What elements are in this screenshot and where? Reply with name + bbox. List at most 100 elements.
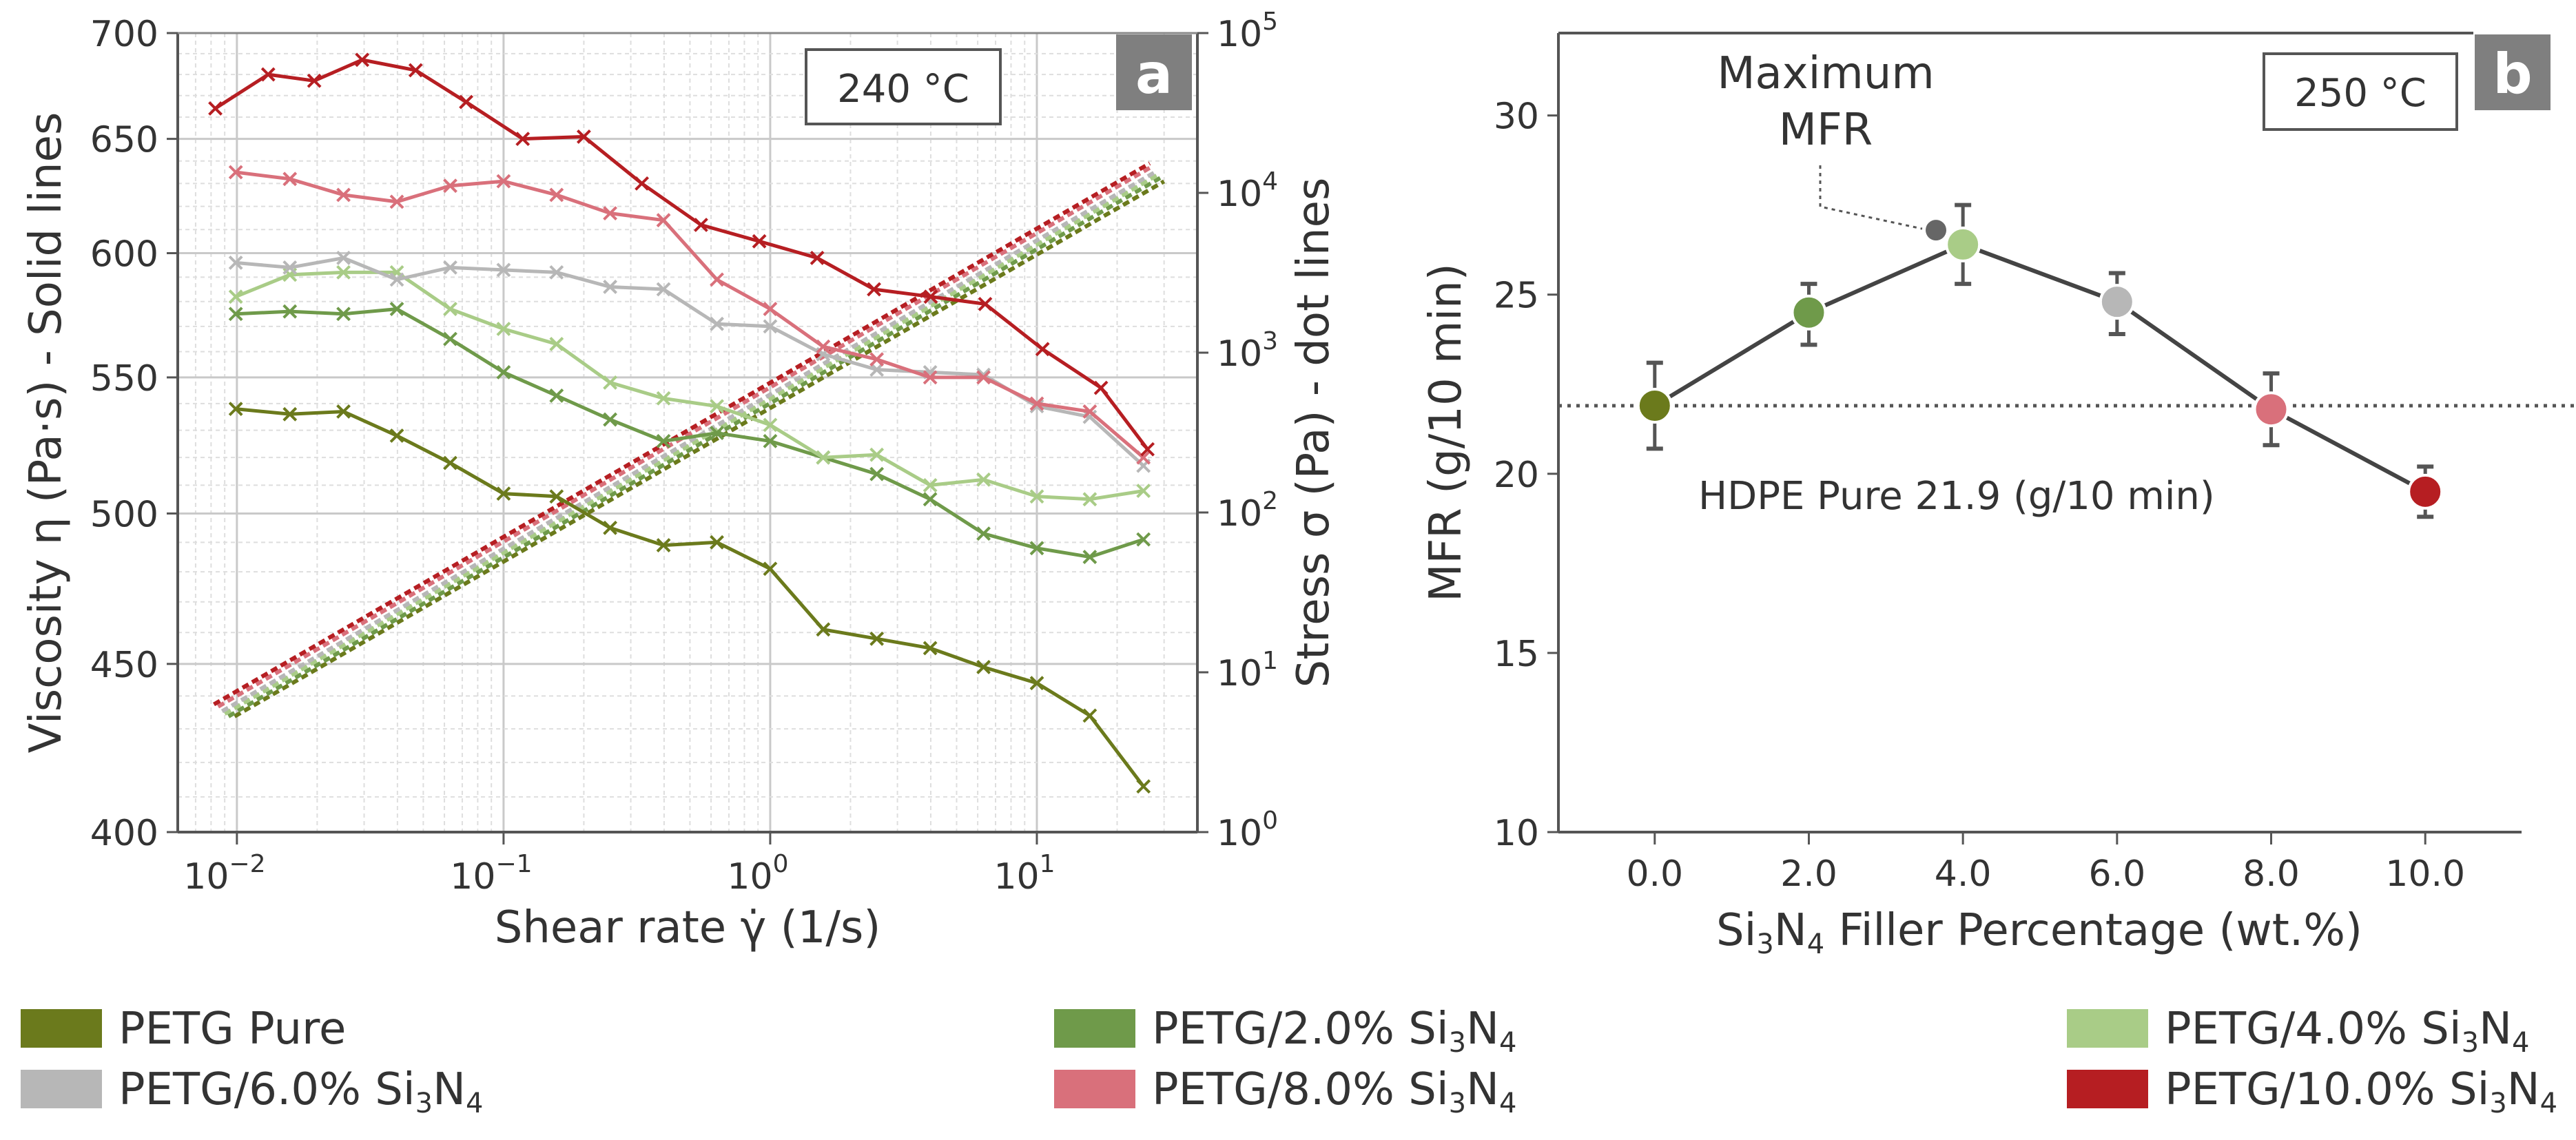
viscosity-point-petg_2 xyxy=(763,433,778,448)
viscosity-point-petg_6 xyxy=(710,316,724,331)
viscosity-point-petg_4 xyxy=(603,375,618,390)
viscosity-point-petg_pure xyxy=(549,489,564,504)
b-y-tick-label: 15 xyxy=(1494,634,1539,675)
y2-tick-label: 103 xyxy=(1217,327,1278,375)
y2-tick-label: 101 xyxy=(1217,647,1278,694)
viscosity-point-petg_8 xyxy=(656,213,671,228)
viscosity-point-petg_2 xyxy=(496,364,511,380)
b-y-tick-label: 25 xyxy=(1494,276,1539,317)
viscosity-point-petg_pure xyxy=(869,631,885,646)
legend-swatch-petg_10 xyxy=(2067,1070,2148,1108)
panel-tag-a-bg xyxy=(1116,34,1192,110)
viscosity-point-petg_4 xyxy=(1029,489,1044,504)
viscosity-point-petg_pure xyxy=(496,486,511,501)
viscosity-point-petg_4 xyxy=(710,399,724,414)
viscosity-point-petg_8 xyxy=(763,302,778,316)
viscosity-point-petg_10 xyxy=(307,73,322,88)
y-tick-label: 450 xyxy=(90,645,158,686)
viscosity-point-petg_6 xyxy=(869,362,885,377)
viscosity-point-petg_10 xyxy=(1140,442,1155,457)
viscosity-point-petg_2 xyxy=(603,412,618,427)
y2-tick-label: 104 xyxy=(1217,167,1278,215)
maximum-mfr-leader xyxy=(1819,165,1923,230)
viscosity-point-petg_4 xyxy=(496,322,511,336)
viscosity-point-petg_2 xyxy=(1136,532,1151,547)
b-x-tick-label: 0.0 xyxy=(1626,853,1683,895)
viscosity-lines xyxy=(208,52,1155,794)
viscosity-point-petg_8 xyxy=(603,206,618,221)
mfr-trend-line xyxy=(1653,242,2426,494)
viscosity-point-petg_6 xyxy=(443,260,457,275)
viscosity-point-petg_4 xyxy=(869,447,885,462)
viscosity-point-petg_pure xyxy=(1136,779,1151,794)
b-y-tick-label: 30 xyxy=(1494,96,1539,138)
viscosity-point-petg_8 xyxy=(282,172,298,187)
viscosity-point-petg_pure xyxy=(656,538,671,552)
viscosity-point-petg_8 xyxy=(1082,404,1098,419)
viscosity-point-petg_10 xyxy=(810,251,825,265)
legend-swatch-petg_6 xyxy=(21,1070,102,1108)
viscosity-point-petg_4 xyxy=(228,289,243,304)
viscosity-point-petg_8 xyxy=(496,174,511,189)
viscosity-point-petg_10 xyxy=(459,94,474,110)
viscosity-point-petg_4 xyxy=(923,477,938,493)
stress-line-petg_2 xyxy=(227,176,1162,718)
b-x-tick-label: 8.0 xyxy=(2243,853,2300,895)
viscosity-point-petg_4 xyxy=(656,391,671,406)
b-y-tick-label: 10 xyxy=(1494,813,1539,854)
viscosity-point-petg_8 xyxy=(816,339,831,354)
temperature-label-b: 250 °C xyxy=(2294,71,2426,116)
mfr-point-petg_pure xyxy=(1636,387,1673,424)
x-tick-label: 10−2 xyxy=(183,850,265,898)
viscosity-line-petg_2 xyxy=(236,307,1144,559)
viscosity-point-petg_2 xyxy=(228,307,243,322)
viscosity-point-petg_10 xyxy=(1035,342,1050,357)
maximum-mfr-label-line2: MFR xyxy=(1779,105,1873,156)
viscosity-point-petg_6 xyxy=(228,255,243,270)
y2-tick-label: 105 xyxy=(1217,8,1278,55)
maximum-mfr-marker xyxy=(1926,220,1947,241)
y-axis-label-b: MFR (g/10 min) xyxy=(1421,263,1472,601)
mfr-point-petg_4 xyxy=(1945,226,1981,262)
viscosity-line-petg_pure xyxy=(235,407,1145,788)
viscosity-point-petg_8 xyxy=(710,272,724,287)
viscosity-point-petg_2 xyxy=(1082,550,1098,565)
y-tick-label: 650 xyxy=(90,120,158,161)
viscosity-point-petg_8 xyxy=(976,370,991,385)
viscosity-point-petg_8 xyxy=(549,187,564,203)
y-axis-label-a: Viscosity η (Pa·s) - Solid lines xyxy=(21,112,72,754)
legend-label-petg_10: PETG/10.0% Si3N4 xyxy=(2165,1064,2557,1119)
hdpe-reference-label: HDPE Pure 21.9 (g/10 min) xyxy=(1698,474,2215,519)
viscosity-point-petg_8 xyxy=(443,178,457,194)
panel-tag-a: a xyxy=(1135,42,1173,106)
viscosity-point-petg_pure xyxy=(603,520,618,535)
viscosity-point-petg_2 xyxy=(923,492,938,507)
viscosity-line-petg_10 xyxy=(214,58,1149,450)
viscosity-point-petg_2 xyxy=(389,302,404,316)
x-tick-label: 100 xyxy=(727,850,788,898)
b-y-tick-label: 20 xyxy=(1494,455,1539,496)
mfr-point-petg_8 xyxy=(2253,391,2289,428)
viscosity-point-petg_4 xyxy=(976,472,991,487)
mfr-points xyxy=(1636,226,2444,510)
viscosity-point-petg_8 xyxy=(869,352,885,367)
viscosity-point-petg_4 xyxy=(336,265,351,280)
legend-swatch-petg_4 xyxy=(2067,1009,2148,1048)
temperature-box-b xyxy=(2263,52,2458,131)
stress-line-petg_pure xyxy=(233,179,1166,718)
viscosity-point-petg_2 xyxy=(336,307,351,322)
viscosity-point-petg_pure xyxy=(710,535,724,550)
legend-swatch-petg_2 xyxy=(1054,1009,1135,1048)
panel-b-x-ticks: 0.0 2.0 4.0 6.0 8.0 10.0 xyxy=(1626,832,2465,895)
viscosity-line-petg_8 xyxy=(235,170,1145,459)
panel-a-frame xyxy=(176,32,1199,833)
y2-tick-label: 100 xyxy=(1217,807,1278,854)
viscosity-point-petg_6 xyxy=(389,272,404,287)
mfr-point-petg_6 xyxy=(2099,284,2135,320)
mfr-panel: 0.0 2.0 4.0 6.0 8.0 10.0 10 15 20 25 30 HDPE Pure… xyxy=(1421,32,2576,960)
viscosity-point-petg_4 xyxy=(443,302,457,316)
viscosity-point-petg_10 xyxy=(867,282,881,297)
viscosity-line-petg_4 xyxy=(235,270,1144,501)
viscosity-point-petg_10 xyxy=(576,129,591,144)
